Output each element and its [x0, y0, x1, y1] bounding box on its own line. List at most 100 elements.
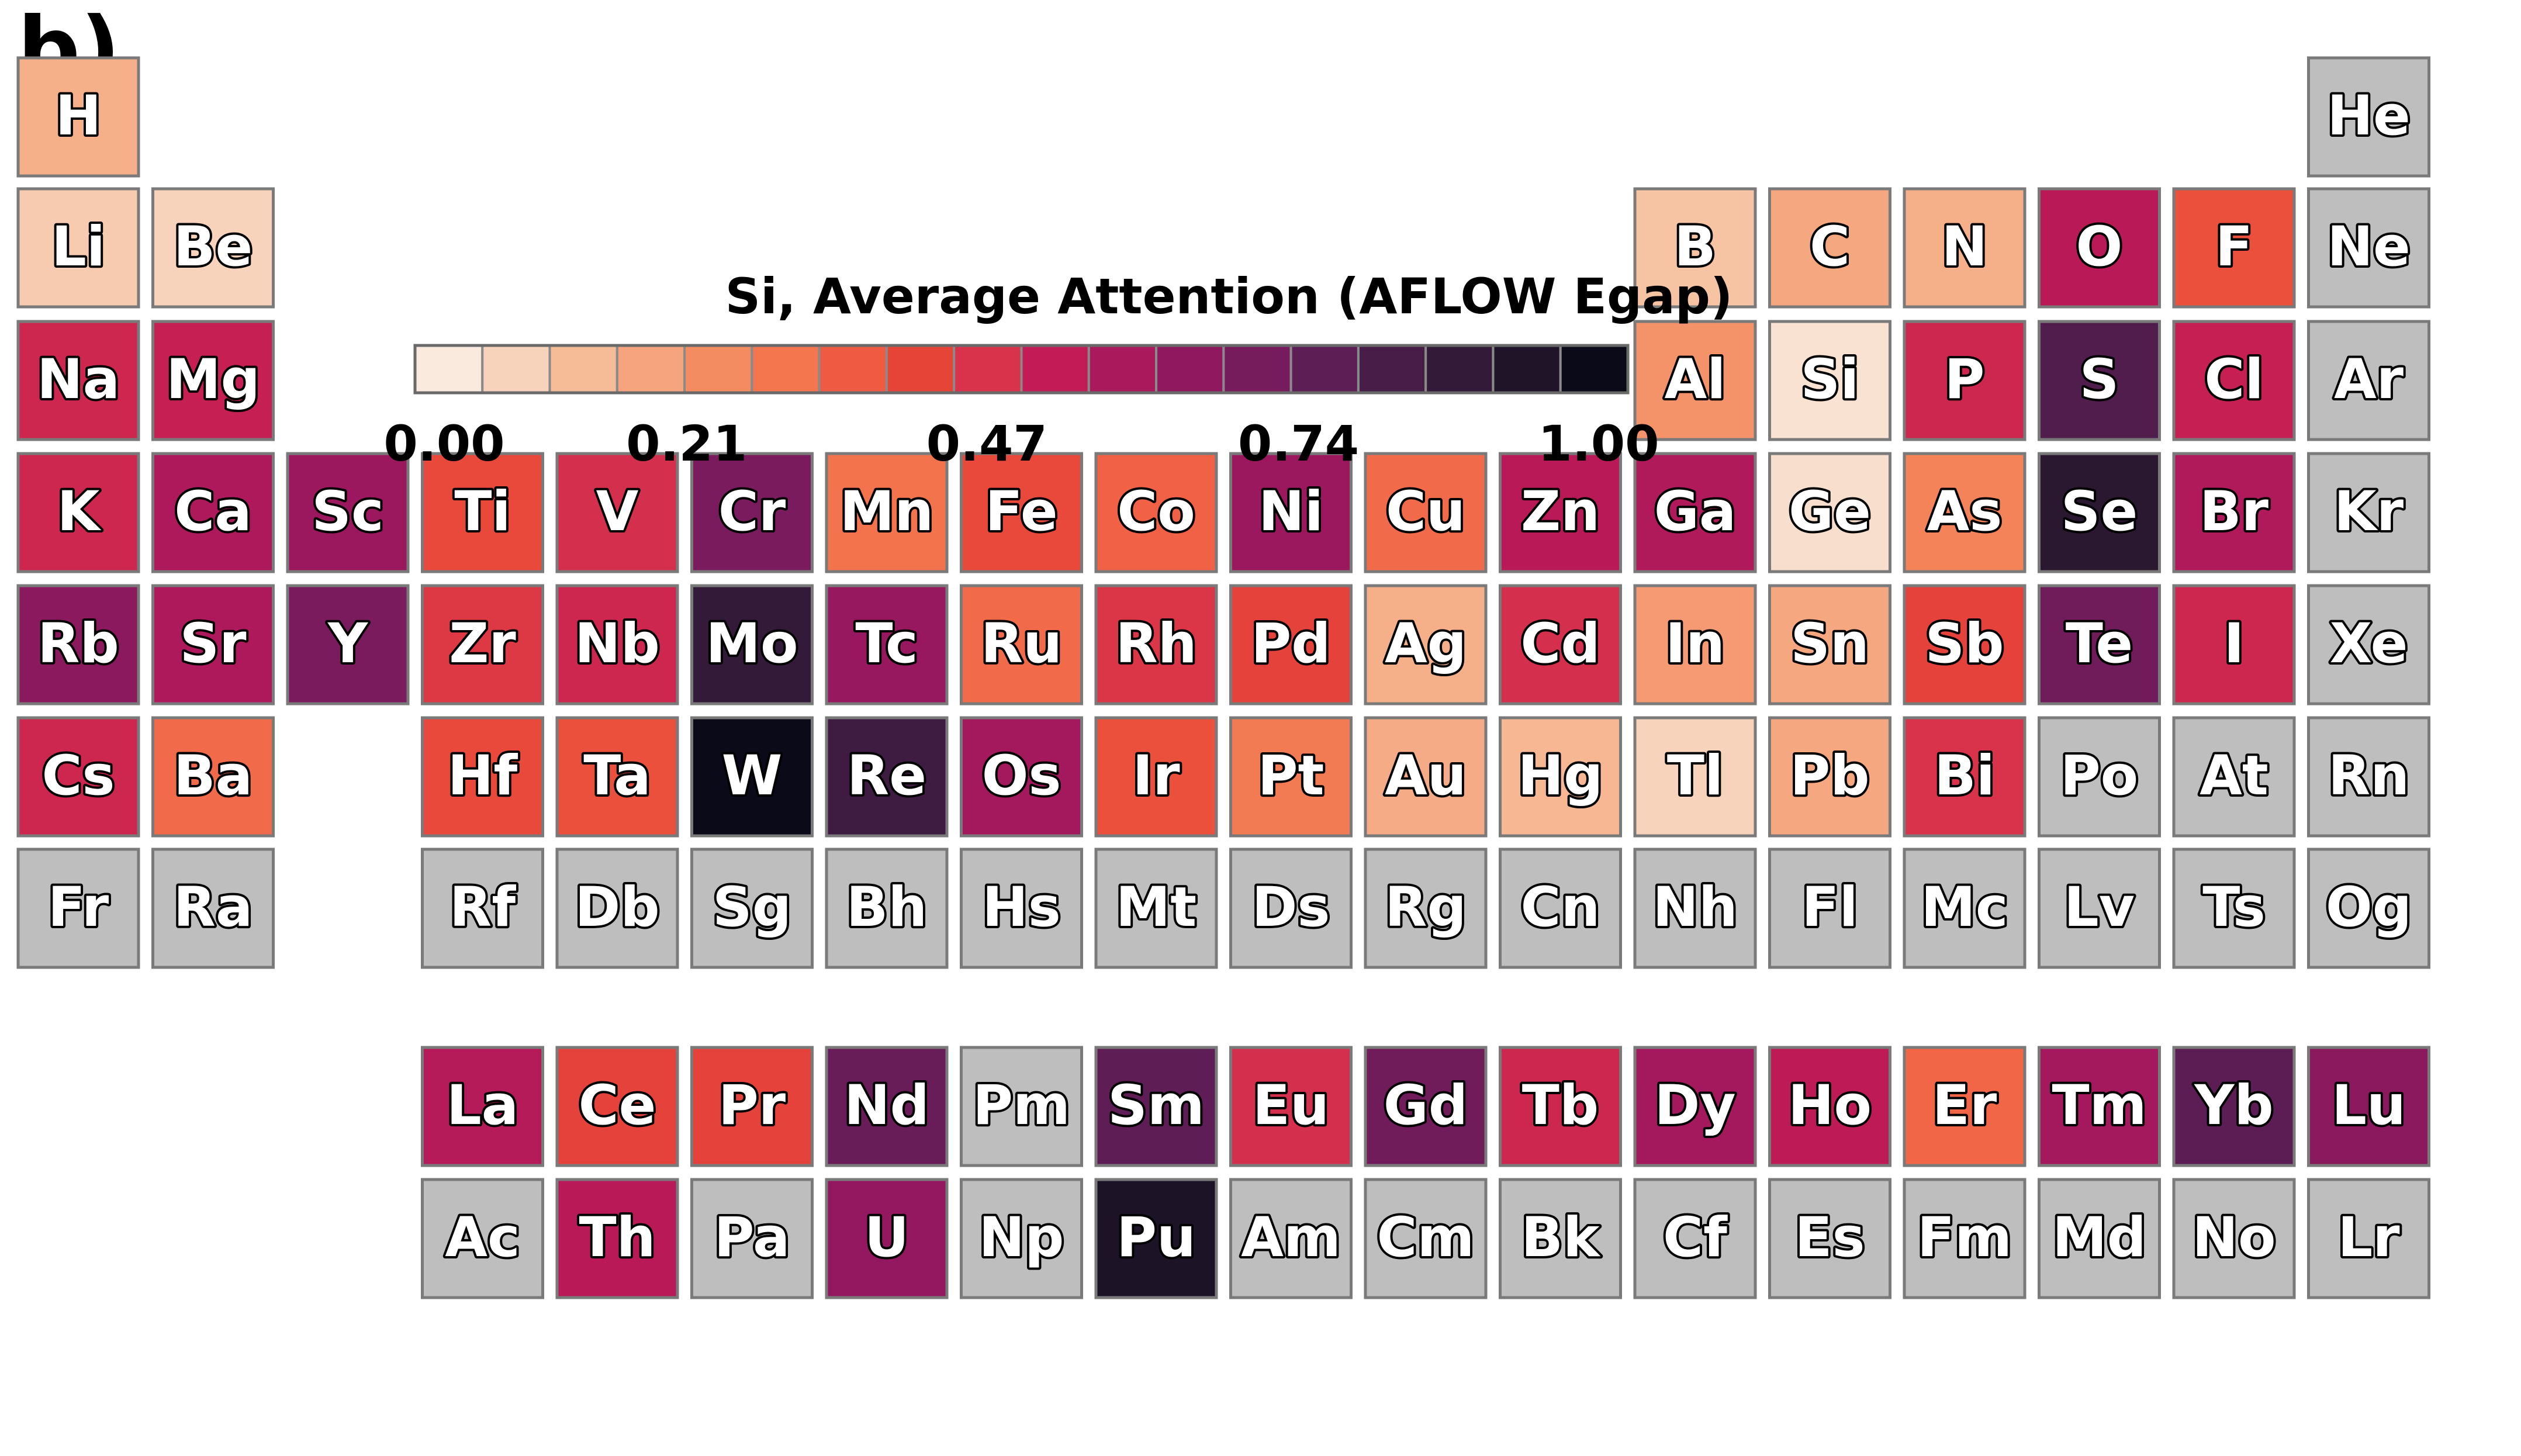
element-tile	[151, 452, 275, 573]
element-cell-pm: Pm	[960, 1046, 1083, 1167]
element-tile	[960, 848, 1083, 969]
element-tile	[1499, 848, 1622, 969]
element-symbol: Rg	[1385, 876, 1467, 939]
element-tile	[421, 1178, 544, 1299]
element-symbol: Sr	[179, 612, 247, 676]
element-symbol: Cu	[1386, 480, 1465, 544]
element-tile	[2172, 1178, 2296, 1299]
element-cell-cl: Cl	[2172, 320, 2296, 441]
element-tile	[16, 716, 140, 838]
element-cell-sm: Sm	[1094, 1046, 1218, 1167]
element-tile	[1903, 716, 2027, 838]
element-symbol: Ho	[1788, 1074, 1872, 1137]
colorbar-swatch	[1492, 344, 1562, 394]
element-cell-mn: Mn	[825, 452, 949, 573]
element-symbol: Br	[2200, 480, 2269, 544]
element-cell-es: Es	[1768, 1178, 1891, 1299]
element-tile	[690, 1178, 814, 1299]
element-symbol: Os	[982, 744, 1061, 808]
element-tile	[1633, 1046, 1757, 1167]
element-cell-be: Be	[151, 187, 275, 309]
element-cell-ge: Ge	[1768, 452, 1891, 573]
element-tile	[1094, 1046, 1218, 1167]
element-symbol: V	[596, 480, 639, 544]
element-cell-co: Co	[1094, 452, 1218, 573]
element-cell-ga: Ga	[1633, 452, 1757, 573]
element-tile	[1229, 584, 1353, 705]
element-symbol: Es	[1794, 1206, 1865, 1270]
element-symbol: W	[722, 744, 783, 808]
element-cell-mo: Mo	[690, 584, 814, 705]
element-cell-yb: Yb	[2172, 1046, 2296, 1167]
element-symbol: Rn	[2328, 744, 2409, 808]
element-cell-cn: Cn	[1499, 848, 1622, 969]
element-symbol: La	[447, 1074, 518, 1137]
element-cell-eu: Eu	[1229, 1046, 1353, 1167]
colorbar-swatch	[1424, 344, 1495, 394]
element-symbol: Nh	[1652, 876, 1738, 939]
element-symbol: Cs	[42, 744, 115, 808]
colorbar	[413, 344, 1630, 395]
element-symbol: Cm	[1377, 1206, 1475, 1270]
element-cell-s: S	[2038, 320, 2161, 441]
element-tile	[960, 1046, 1083, 1167]
element-symbol: Cd	[1520, 612, 1600, 676]
element-symbol: Ge	[1789, 480, 1871, 544]
element-symbol: In	[1665, 612, 1725, 676]
element-symbol: Se	[2061, 480, 2138, 544]
colorbar-swatch	[615, 344, 686, 394]
element-cell-am: Am	[1229, 1178, 1353, 1299]
element-symbol: S	[2080, 348, 2119, 411]
colorbar-swatch	[1559, 344, 1629, 394]
element-symbol: Kr	[2334, 480, 2404, 544]
element-tile	[1903, 848, 2027, 969]
element-symbol: Ru	[981, 612, 1062, 676]
element-tile	[2307, 848, 2430, 969]
element-symbol: Mt	[1116, 876, 1196, 939]
element-tile	[1364, 1046, 1488, 1167]
element-tile	[690, 848, 814, 969]
element-tile	[1768, 584, 1891, 705]
element-symbol: Be	[174, 215, 253, 279]
element-symbol: Md	[2052, 1206, 2146, 1270]
element-cell-sg: Sg	[690, 848, 814, 969]
element-cell-gd: Gd	[1364, 1046, 1488, 1167]
element-symbol: Cf	[1663, 1206, 1728, 1270]
element-cell-sr: Sr	[151, 584, 275, 705]
element-symbol: Zr	[449, 612, 516, 676]
element-tile	[1499, 1178, 1622, 1299]
element-symbol: Li	[51, 215, 105, 279]
element-symbol: Mo	[706, 612, 798, 676]
element-cell-tm: Tm	[2038, 1046, 2161, 1167]
colorbar-swatch	[885, 344, 956, 394]
element-tile	[1364, 584, 1488, 705]
element-symbol: Fr	[48, 876, 109, 939]
element-symbol: Og	[2326, 876, 2412, 939]
element-symbol: Db	[575, 876, 659, 939]
element-cell-ta: Ta	[555, 716, 679, 838]
element-symbol: B	[1674, 215, 1716, 279]
element-tile	[1768, 1178, 1891, 1299]
element-tile	[421, 452, 544, 573]
element-symbol: Tb	[1522, 1074, 1599, 1137]
element-symbol: Mg	[166, 348, 260, 411]
element-symbol: As	[1927, 480, 2003, 544]
element-tile	[1229, 1046, 1353, 1167]
element-cell-ti: Ti	[421, 452, 544, 573]
element-symbol: Dy	[1654, 1074, 1735, 1137]
element-symbol: Sm	[1108, 1074, 1205, 1137]
element-cell-bi: Bi	[1903, 716, 2027, 838]
element-cell-cr: Cr	[690, 452, 814, 573]
element-tile	[960, 716, 1083, 838]
element-tile	[2172, 848, 2296, 969]
element-tile	[2307, 584, 2430, 705]
element-symbol: U	[864, 1206, 909, 1270]
element-symbol: Fe	[985, 480, 1057, 544]
element-cell-li: Li	[16, 187, 140, 309]
element-tile	[825, 848, 949, 969]
element-cell-ac: Ac	[421, 1178, 544, 1299]
element-cell-db: Db	[555, 848, 679, 969]
element-tile	[286, 584, 410, 705]
element-symbol: Sg	[713, 876, 791, 939]
element-tile	[2038, 452, 2161, 573]
